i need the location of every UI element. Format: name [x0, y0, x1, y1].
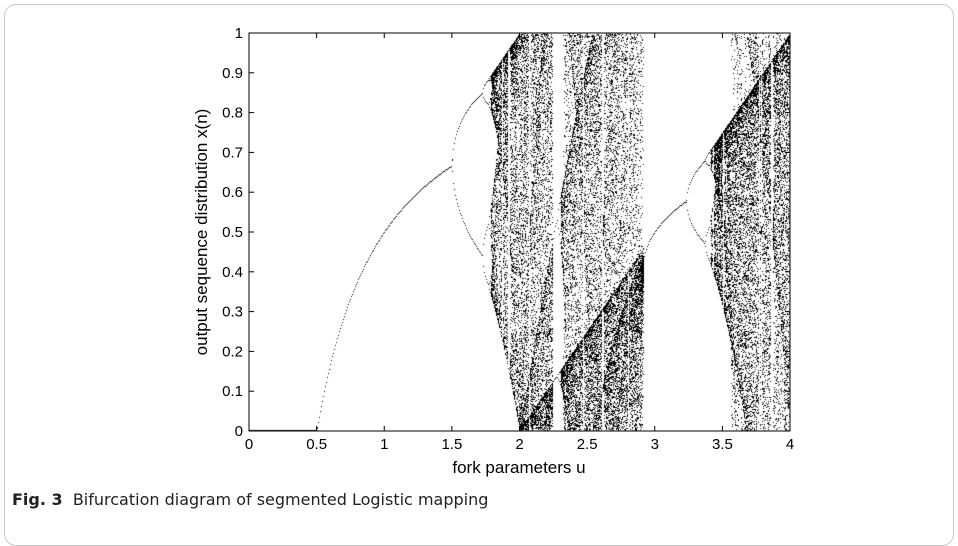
- x-tick-label: 3.5: [712, 436, 733, 453]
- x-tick-label: 4: [786, 436, 794, 453]
- y-tick-label: 0.5: [222, 224, 243, 241]
- y-tick-label: 1: [235, 25, 243, 42]
- y-axis-label: output sequence distribution x(n): [192, 109, 211, 356]
- bifurcation-points: [249, 33, 790, 431]
- y-tick-label: 0.8: [222, 105, 243, 122]
- x-tick-label: 1: [380, 436, 388, 453]
- x-axis-ticks: 0 0.5 1 1.5 2 2.5 3 3.5 4: [245, 33, 794, 453]
- figure-caption-text: Bifurcation diagram of segmented Logisti…: [72, 490, 489, 509]
- x-tick-label: 3: [651, 436, 659, 453]
- figure-label: Fig. 3: [12, 490, 63, 509]
- x-axis-label: fork parameters u: [452, 458, 585, 477]
- y-tick-label: 0.4: [222, 264, 243, 281]
- x-tick-label: 0: [245, 436, 253, 453]
- scatter-marks: [249, 33, 790, 431]
- y-tick-label: 0: [235, 423, 243, 440]
- y-axis-ticks: 0 0.1 0.2 0.3 0.4 0.5 0.6 0.7 0.8 0.9 1: [222, 25, 790, 440]
- x-tick-label: 2: [515, 436, 523, 453]
- y-tick-label: 0.2: [222, 343, 243, 360]
- x-tick-label: 1.5: [441, 436, 462, 453]
- y-tick-label: 0.1: [222, 383, 243, 400]
- x-tick-label: 0.5: [306, 436, 327, 453]
- y-tick-label: 0.6: [222, 184, 243, 201]
- y-tick-label: 0.3: [222, 304, 243, 321]
- bifurcation-chart: 0 0.5 1 1.5 2 2.5 3 3.5 4 0 0.1 0.2 0.3 0.4 0.5 0.6 0.7…: [192, 25, 794, 477]
- figure-caption: Fig. 3 Bifurcation diagram of segmented …: [12, 490, 488, 509]
- x-tick-label: 2.5: [577, 436, 598, 453]
- y-tick-label: 0.7: [222, 144, 243, 161]
- y-tick-label: 0.9: [222, 65, 243, 82]
